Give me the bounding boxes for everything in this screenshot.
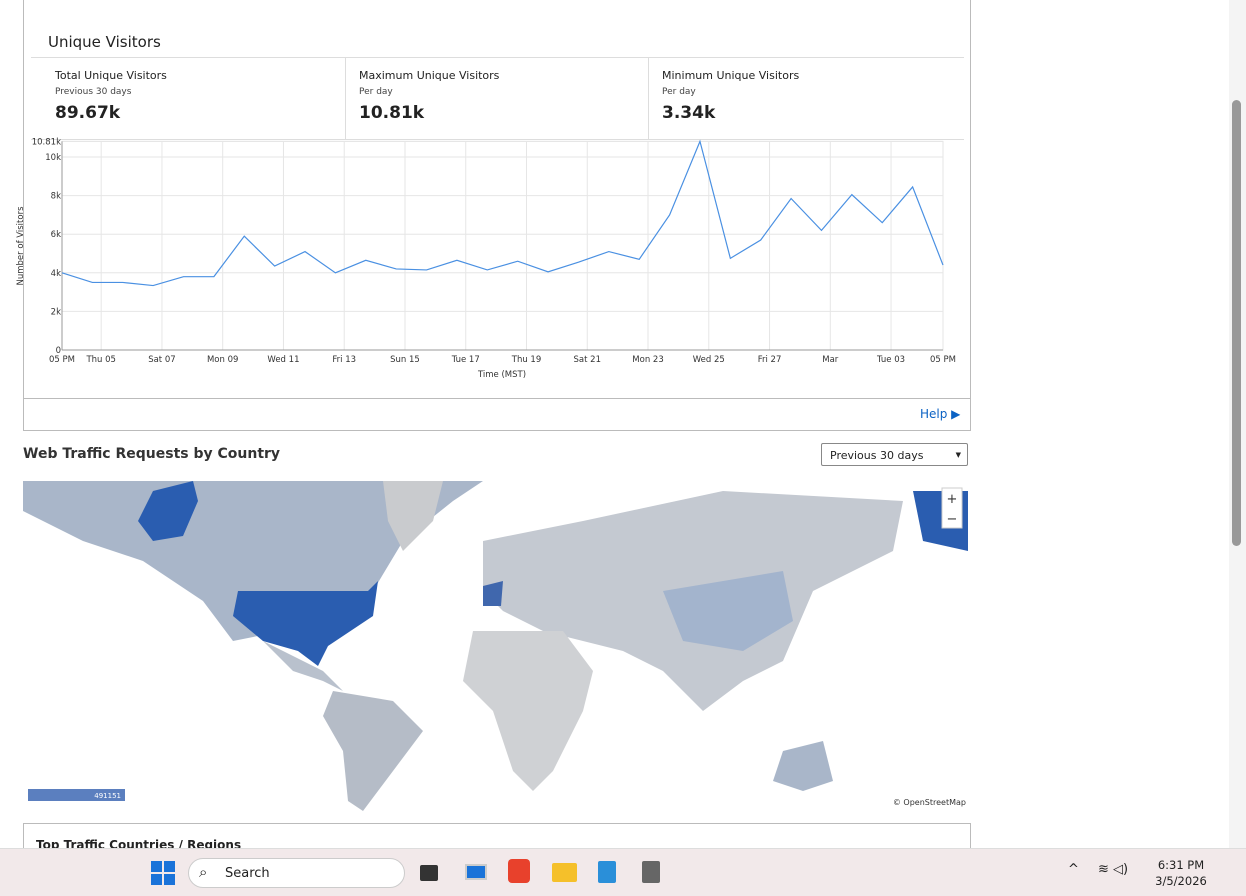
caret: ▼ [955, 451, 961, 459]
scroll-thumb[interactable] [1232, 100, 1241, 546]
range-text[interactable]: Previous 30 days [830, 449, 924, 462]
y-tick-label: 10k [45, 153, 61, 163]
x-tick-label: Wed 11 [267, 355, 299, 365]
date: 3/5/2026 [1155, 874, 1207, 888]
x-tick-label: Mon 23 [632, 355, 663, 365]
greenland [383, 481, 443, 551]
stat-label: Total Unique Visitors [55, 69, 167, 82]
taskbar: ⌕ Search ^ ≋ ◁) 6:31 PM 3/5/2026 [0, 848, 1246, 896]
x-tick-label: Sun 15 [390, 355, 420, 365]
south-america [323, 691, 423, 811]
unique-visitors-card: Unique Visitors Total Unique Visitors Pre… [23, 0, 971, 431]
legend-max: 491151 [94, 792, 121, 800]
y-axis-label: Number of Visitors [16, 206, 26, 286]
canada [23, 481, 483, 646]
y-tick-label: 4k [51, 269, 61, 279]
map: 491151 © OpenStreetMap + − [23, 481, 970, 811]
x-tick-label: Mon 09 [207, 355, 238, 365]
clock[interactable]: 6:31 PM 3/5/2026 [1150, 857, 1212, 889]
x-tick-label: Wed 25 [693, 355, 725, 365]
x-tick-label: Thu 19 [511, 355, 541, 365]
x-tick-label: Tue 03 [876, 355, 905, 365]
search-icon: ⌕ [199, 863, 208, 881]
brave-icon[interactable] [508, 859, 530, 883]
stat-value: 10.81k [359, 103, 425, 123]
divider [648, 58, 649, 139]
stat-sub: Per day [662, 87, 696, 97]
explorer-icon[interactable] [552, 863, 577, 882]
zoom-in[interactable]: + [947, 492, 958, 507]
y-tick-label: 0 [56, 346, 61, 356]
x-axis-label: Time (MST) [477, 370, 526, 380]
help-link[interactable]: Help ▶ [920, 407, 961, 421]
stat: Minimum Unique Visitors Per day 3.34k [662, 69, 799, 123]
stat-value: 3.34k [662, 103, 716, 123]
alaska [138, 481, 198, 541]
task-view[interactable] [420, 865, 438, 881]
stat: Maximum Unique Visitors Per day 10.81k [359, 69, 499, 123]
search-text[interactable]: Search [225, 866, 270, 881]
usa [233, 581, 378, 666]
divider [345, 58, 346, 139]
widgets[interactable] [465, 864, 487, 880]
divider [24, 398, 970, 399]
tray-icons[interactable]: ≋ ◁) [1098, 862, 1129, 877]
search-box[interactable]: ⌕ Search [188, 858, 405, 888]
y-tick-label: 2k [51, 307, 61, 317]
divider [31, 57, 964, 58]
x-tick-label: 05 PM [930, 355, 956, 365]
start-button[interactable] [151, 861, 175, 885]
y-tick-label: 10.81k [32, 137, 61, 147]
china [663, 571, 793, 651]
line-series [61, 139, 944, 287]
x-tick-label: 05 PM [49, 355, 75, 365]
map-title: Web Traffic Requests by Country [23, 446, 281, 462]
zoom-control [941, 487, 963, 529]
legend-bar [28, 789, 125, 801]
x-tick-label: Fri 27 [758, 355, 782, 365]
australia [773, 741, 833, 791]
divider [31, 139, 964, 140]
stat: Total Unique Visitors Previous 30 days 89.… [55, 69, 167, 123]
plot-area [61, 140, 944, 351]
x-tick-label: Sat 07 [148, 355, 175, 365]
range-dropdown[interactable]: Previous 30 days ▼ [821, 443, 968, 466]
calculator-icon[interactable] [642, 861, 660, 883]
france [483, 581, 503, 606]
stat-label: Maximum Unique Visitors [359, 69, 500, 82]
y-tick-label: 6k [51, 230, 61, 240]
chart: Number of Visitors Time (MST) 0 2k 4k 6k 8k 1… [16, 137, 956, 380]
stat-label: Minimum Unique Visitors [662, 69, 800, 82]
stat-value: 89.67k [55, 103, 121, 123]
stat-sub: Previous 30 days [55, 87, 132, 97]
x-tick-label: Tue 17 [451, 355, 480, 365]
zoom-out[interactable]: − [947, 512, 958, 527]
africa [463, 631, 593, 791]
notepad-icon[interactable] [598, 861, 616, 883]
attribution: © OpenStreetMap [893, 798, 966, 807]
time: 6:31 PM [1157, 858, 1205, 872]
central-america [263, 641, 343, 691]
x-tick-label: Thu 05 [85, 355, 115, 365]
x-tick-label: Fri 13 [332, 355, 356, 365]
help-text[interactable]: Help [920, 407, 948, 421]
card-title: Unique Visitors [48, 33, 161, 51]
stat-sub: Per day [359, 87, 393, 97]
x-tick-label: Mar [822, 355, 839, 365]
scrollbar [1229, 0, 1246, 848]
x-tick-label: Sat 21 [574, 355, 601, 365]
y-tick-label: 8k [51, 192, 61, 202]
tray-chevron[interactable]: ^ [1068, 862, 1079, 877]
